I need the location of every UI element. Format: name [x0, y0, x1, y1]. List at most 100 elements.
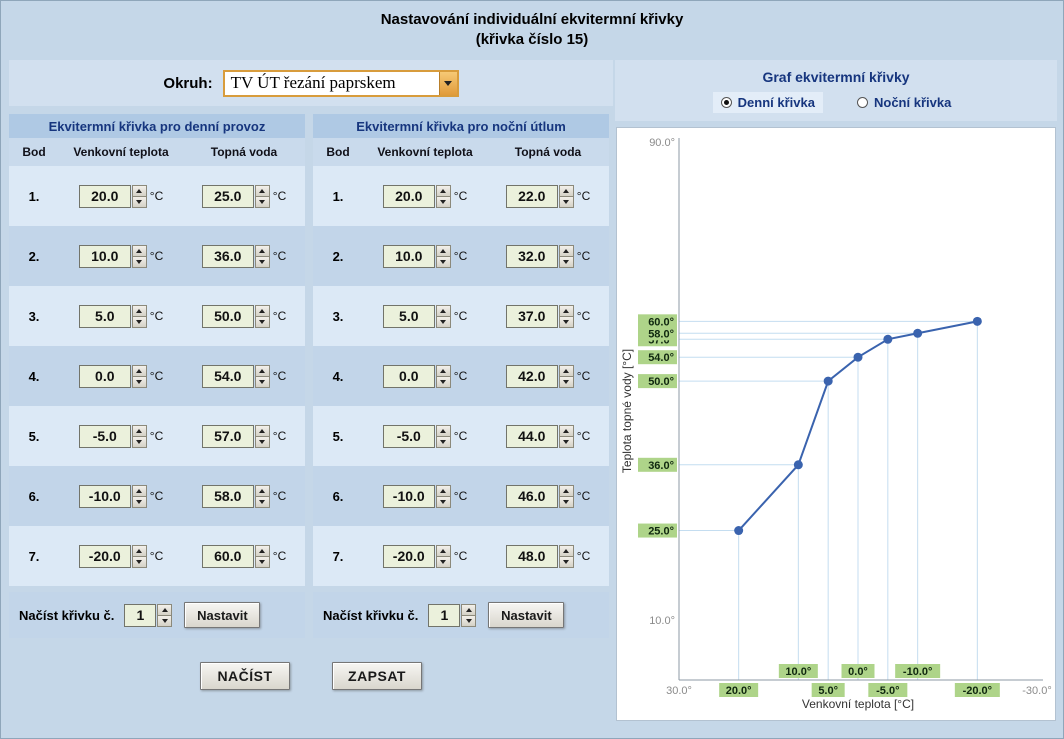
spin-down-button[interactable]	[435, 376, 451, 388]
outdoor-temp-input[interactable]	[78, 484, 131, 508]
spin-down-button[interactable]	[254, 376, 270, 388]
outdoor-temp-input[interactable]	[78, 544, 131, 568]
spin-down-button[interactable]	[131, 256, 147, 268]
spin-down-button[interactable]	[461, 615, 477, 627]
nastavit-button[interactable]: Nastavit	[488, 602, 565, 628]
spin-up-button[interactable]	[254, 544, 270, 557]
spin-up-button[interactable]	[558, 544, 574, 557]
outdoor-temp-input[interactable]	[382, 424, 435, 448]
spin-down-button[interactable]	[558, 436, 574, 448]
outdoor-temp-input[interactable]	[382, 184, 435, 208]
spin-up-button[interactable]	[461, 603, 477, 616]
outdoor-temp-input[interactable]	[78, 424, 131, 448]
spin-up-button[interactable]	[254, 484, 270, 497]
spin-down-button[interactable]	[131, 376, 147, 388]
radio-denni-krivka[interactable]: Denní křivka	[712, 92, 823, 113]
heating-water-input[interactable]	[201, 424, 254, 448]
spin-down-button[interactable]	[157, 615, 173, 627]
spin-down-button[interactable]	[254, 196, 270, 208]
spin-down-button[interactable]	[558, 256, 574, 268]
heating-water-input[interactable]	[505, 364, 558, 388]
heating-water-input[interactable]	[201, 484, 254, 508]
heating-water-input[interactable]	[505, 304, 558, 328]
load-curve-number-input[interactable]	[124, 603, 157, 627]
outdoor-temp-input[interactable]	[78, 244, 131, 268]
load-curve-number-input[interactable]	[428, 603, 461, 627]
spin-up-button[interactable]	[435, 484, 451, 497]
spin-up-button[interactable]	[558, 304, 574, 317]
heating-water-input[interactable]	[505, 184, 558, 208]
nastavit-button[interactable]: Nastavit	[184, 602, 261, 628]
heating-water-input[interactable]	[505, 544, 558, 568]
spin-down-button[interactable]	[558, 196, 574, 208]
spin-down-button[interactable]	[435, 196, 451, 208]
spin-up-button[interactable]	[435, 364, 451, 377]
outdoor-temp-input[interactable]	[382, 304, 435, 328]
table-row: 2. °C °C	[313, 226, 609, 286]
heating-water-input[interactable]	[505, 424, 558, 448]
heating-water-input[interactable]	[201, 304, 254, 328]
outdoor-temp-input[interactable]	[78, 184, 131, 208]
outdoor-temp-input[interactable]	[78, 304, 131, 328]
outdoor-temp-input[interactable]	[382, 484, 435, 508]
spin-up-button[interactable]	[131, 304, 147, 317]
dropdown-arrow-button[interactable]	[438, 71, 457, 95]
spin-down-button[interactable]	[131, 556, 147, 568]
spin-up-button[interactable]	[558, 244, 574, 257]
spin-down-button[interactable]	[254, 436, 270, 448]
spin-up-button[interactable]	[435, 544, 451, 557]
spin-up-button[interactable]	[157, 603, 173, 616]
nacist-button[interactable]: NAČÍST	[200, 662, 290, 690]
spin-down-button[interactable]	[558, 316, 574, 328]
spin-down-button[interactable]	[435, 316, 451, 328]
spin-up-button[interactable]	[254, 184, 270, 197]
spin-up-button[interactable]	[131, 484, 147, 497]
spin-up-button[interactable]	[254, 244, 270, 257]
heating-water-input[interactable]	[201, 244, 254, 268]
circuit-select[interactable]: TV ÚT řezání paprskem	[222, 69, 459, 97]
spin-up-button[interactable]	[131, 364, 147, 377]
spin-down-button[interactable]	[558, 496, 574, 508]
spin-down-button[interactable]	[131, 316, 147, 328]
spin-up-button[interactable]	[435, 424, 451, 437]
spin-up-button[interactable]	[435, 244, 451, 257]
spin-down-button[interactable]	[558, 376, 574, 388]
spin-down-button[interactable]	[435, 556, 451, 568]
spin-up-button[interactable]	[254, 364, 270, 377]
spin-up-button[interactable]	[131, 544, 147, 557]
spin-down-button[interactable]	[254, 496, 270, 508]
spin-down-button[interactable]	[254, 316, 270, 328]
outdoor-temp-input[interactable]	[382, 544, 435, 568]
spin-up-button[interactable]	[131, 424, 147, 437]
outdoor-temp-input[interactable]	[382, 244, 435, 268]
spin-up-button[interactable]	[558, 184, 574, 197]
heating-water-input[interactable]	[505, 244, 558, 268]
spin-down-button[interactable]	[254, 556, 270, 568]
spin-up-button[interactable]	[131, 244, 147, 257]
zapsat-button[interactable]: ZAPSAT	[332, 662, 422, 690]
spin-up-button[interactable]	[254, 424, 270, 437]
spin-down-button[interactable]	[558, 556, 574, 568]
heating-water-input[interactable]	[201, 544, 254, 568]
spin-up-button[interactable]	[435, 304, 451, 317]
spin-down-button[interactable]	[435, 436, 451, 448]
spin-down-button[interactable]	[254, 256, 270, 268]
spin-up-button[interactable]	[435, 184, 451, 197]
outdoor-temp-input[interactable]	[382, 364, 435, 388]
spinner	[254, 244, 270, 268]
spin-down-button[interactable]	[131, 496, 147, 508]
spin-up-button[interactable]	[131, 184, 147, 197]
spin-up-button[interactable]	[254, 304, 270, 317]
heating-water-input[interactable]	[201, 184, 254, 208]
spin-up-button[interactable]	[558, 424, 574, 437]
spin-down-button[interactable]	[435, 256, 451, 268]
spin-down-button[interactable]	[131, 436, 147, 448]
heating-water-input[interactable]	[505, 484, 558, 508]
spin-down-button[interactable]	[435, 496, 451, 508]
radio-nocni-krivka[interactable]: Noční křivka	[849, 92, 959, 113]
spin-up-button[interactable]	[558, 364, 574, 377]
spin-up-button[interactable]	[558, 484, 574, 497]
heating-water-input[interactable]	[201, 364, 254, 388]
outdoor-temp-input[interactable]	[78, 364, 131, 388]
spin-down-button[interactable]	[131, 196, 147, 208]
